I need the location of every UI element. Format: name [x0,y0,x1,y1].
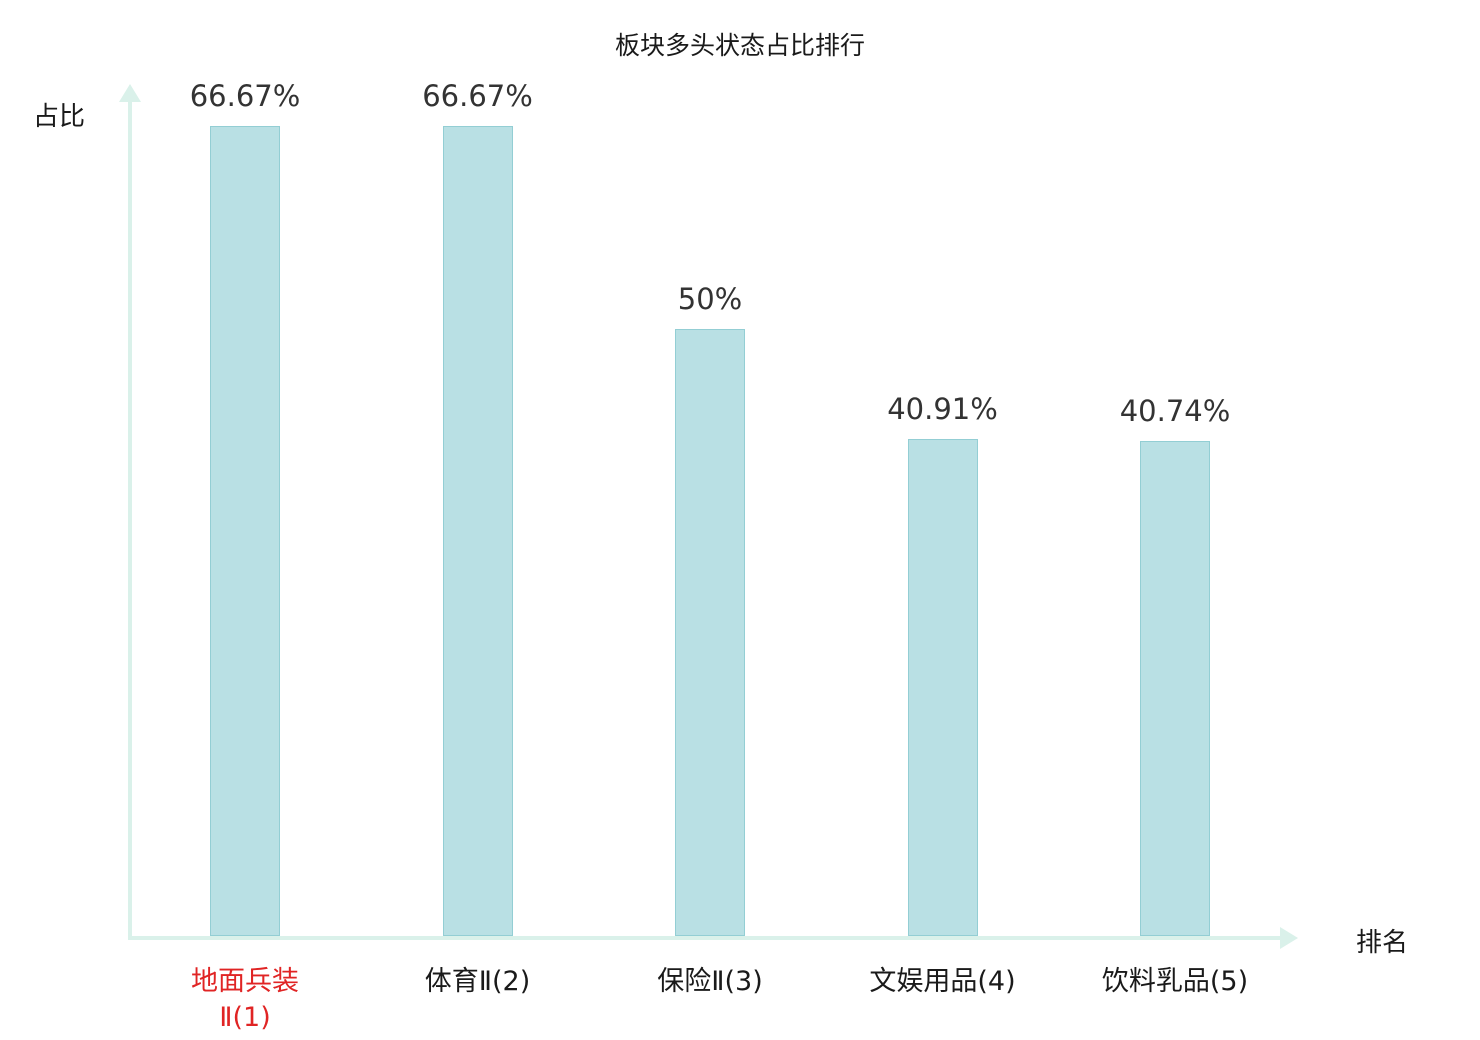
bar-value-label: 50% [677,282,743,316]
bar [442,126,513,936]
x-axis-line [128,936,1283,940]
y-axis-line [128,100,132,940]
category-label-line: 文娱用品(4) [869,966,1016,997]
category-label-line: 体育Ⅱ(2) [424,966,531,997]
bar-value-label: 40.74% [1119,394,1231,428]
chart-title: 板块多头状态占比排行 [614,31,865,60]
y-axis-arrow-icon [119,84,141,102]
bar [675,329,745,936]
category-label-line: 地面兵装 [191,966,299,997]
y-axis-label: 占比 [33,102,86,132]
bar-category-label: 文娱用品(4) [793,964,1093,1000]
bar-value-label: 66.67% [189,79,301,113]
x-axis-label: 排名 [1356,928,1409,958]
bar-category-label: 体育Ⅱ(2) [328,964,628,1000]
bar-category-label: 地面兵装 Ⅱ(1) [95,964,395,1036]
bar [907,439,978,936]
bar-value-label: 40.91% [887,392,998,426]
bar-category-label: 保险Ⅱ(3) [560,964,860,1000]
category-label-line: 饮料乳品(5) [1101,966,1249,997]
category-label-line: Ⅱ(1) [219,1002,271,1033]
bar [1140,441,1210,936]
bar-category-label: 饮料乳品(5) [1025,964,1325,1000]
x-axis-arrow-icon [1280,927,1298,949]
category-label-line: 保险Ⅱ(3) [657,966,763,997]
bar [210,126,280,936]
bar-value-label: 66.67% [422,79,533,113]
